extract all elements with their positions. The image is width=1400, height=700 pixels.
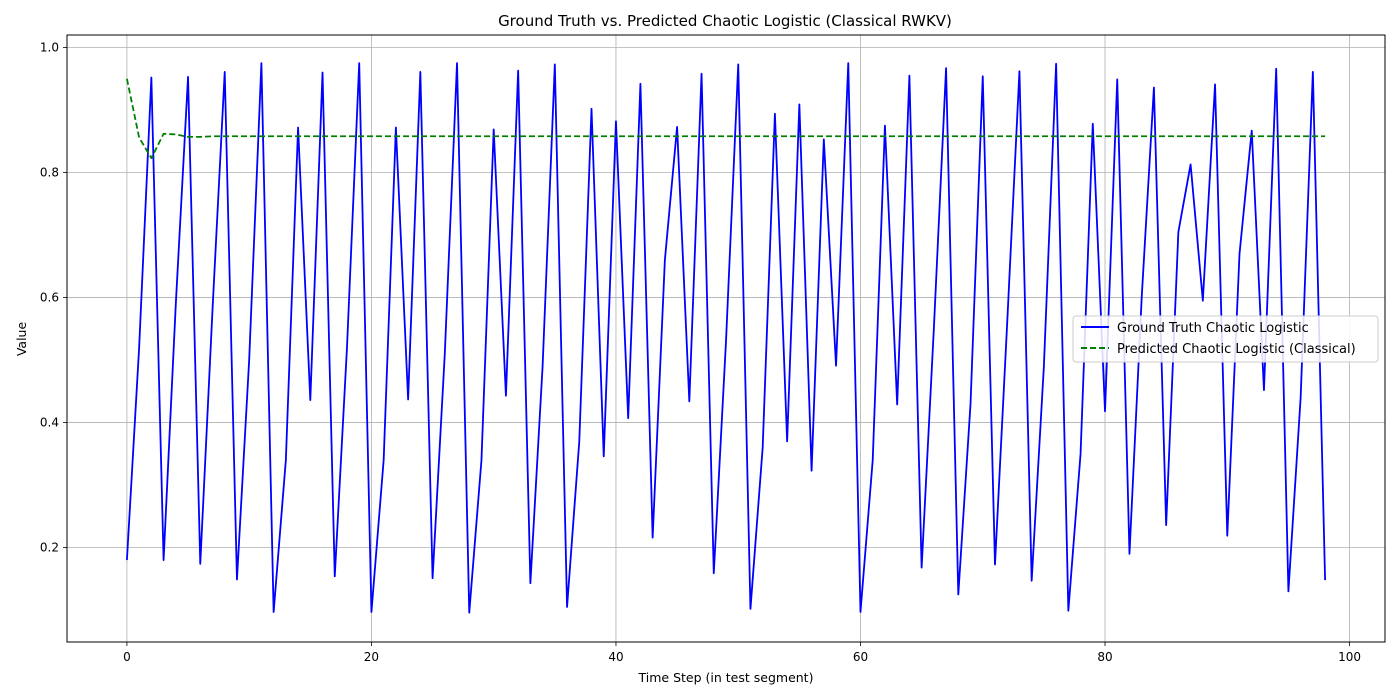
legend-label-predicted: Predicted Chaotic Logistic (Classical)	[1117, 342, 1356, 357]
x-tick-label: 40	[608, 650, 623, 664]
y-tick-label: 0.8	[40, 166, 59, 180]
x-tick-label: 0	[123, 650, 131, 664]
axis-ticks: 0 20 40 60 80 100 0.2 0.4 0.6 0.8 1.0	[40, 41, 1361, 664]
x-tick-label: 80	[1097, 650, 1112, 664]
x-tick-label: 60	[853, 650, 868, 664]
y-tick-label: 1.0	[40, 41, 59, 55]
series-lines	[126, 62, 1326, 614]
legend-box	[1072, 315, 1379, 363]
x-tick-label: 100	[1338, 650, 1361, 664]
x-axis-label: Time Step (in test segment)	[638, 670, 814, 685]
x-tick-label: 20	[364, 650, 379, 664]
legend: Ground Truth Chaotic Logistic Predicted …	[1072, 315, 1379, 363]
y-tick-label: 0.6	[40, 291, 59, 305]
plot-area-frame	[66, 34, 1386, 643]
y-tick-label: 0.2	[40, 541, 59, 555]
legend-label-ground-truth: Ground Truth Chaotic Logistic	[1117, 321, 1309, 336]
y-tick-label: 0.4	[40, 416, 59, 430]
chart-title: Ground Truth vs. Predicted Chaotic Logis…	[498, 12, 952, 30]
y-axis-label: Value	[14, 322, 29, 357]
series-line-predicted	[126, 78, 1326, 160]
series-line-ground-truth	[126, 62, 1326, 614]
